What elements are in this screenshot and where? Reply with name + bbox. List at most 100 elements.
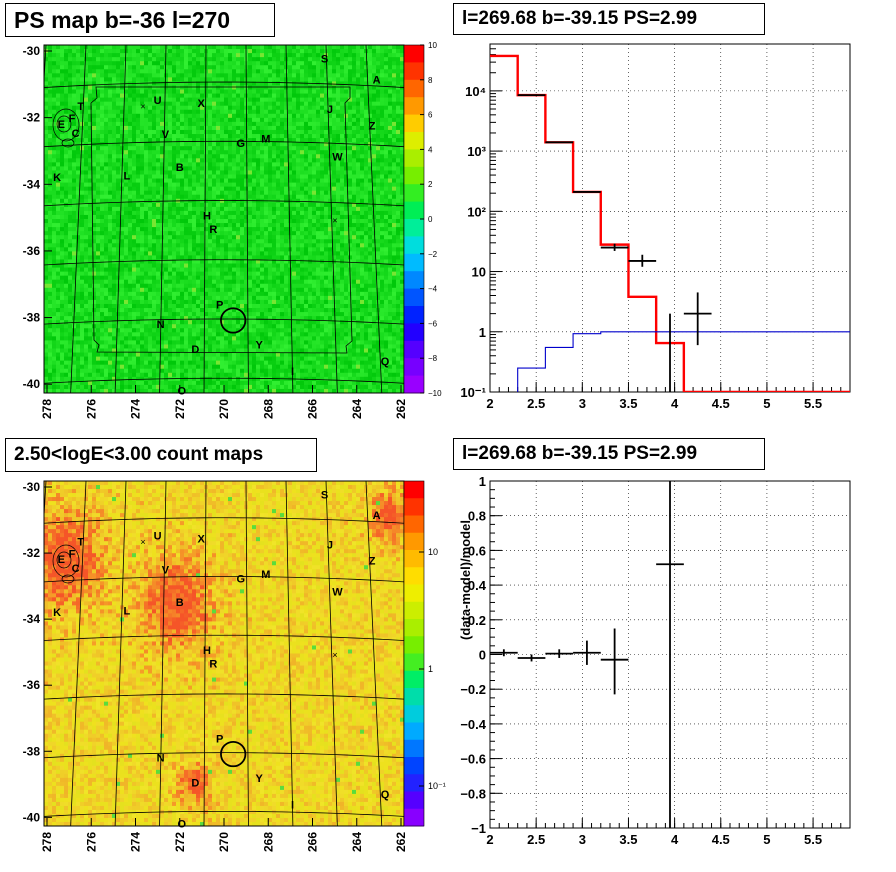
parallel-line xyxy=(44,377,404,384)
source-label: J xyxy=(327,104,333,116)
source-label: Q xyxy=(381,789,390,801)
y-tick-label: -32 xyxy=(23,546,41,560)
y-tick-label: 0 xyxy=(479,648,486,663)
target-circle xyxy=(220,740,247,768)
source-label: P xyxy=(216,733,223,745)
colorbar-tick-label: 10 xyxy=(428,41,437,50)
colorbar-cell xyxy=(404,584,424,603)
contour-outer xyxy=(52,544,80,578)
data-points xyxy=(517,94,712,392)
x-tick-label: 268 xyxy=(261,832,275,852)
contour-inner xyxy=(56,551,72,569)
source-label: I xyxy=(291,799,294,811)
colorbar-cell xyxy=(404,636,424,654)
source-label: A xyxy=(373,74,381,86)
colorbar-cell xyxy=(404,323,424,342)
source-label: D xyxy=(191,777,199,789)
source-label: G xyxy=(236,573,245,585)
x-tick-label: 2 xyxy=(486,396,493,411)
meridian-line xyxy=(159,481,167,826)
source-label: K xyxy=(53,172,61,184)
colorbar-tick-label: 10⁻¹ xyxy=(428,781,446,791)
y-tick-label: -40 xyxy=(23,810,41,824)
count-map-pixels xyxy=(44,481,404,826)
y-tick-label: -38 xyxy=(23,311,41,325)
y-tick-label: -38 xyxy=(23,744,41,758)
source-label: S xyxy=(321,490,328,502)
y-tick-label: 10² xyxy=(467,204,486,219)
y-tick-label: -34 xyxy=(23,177,41,191)
meridian-line xyxy=(70,45,87,393)
colorbar-cell xyxy=(404,184,424,203)
x-tick-label: 2.5 xyxy=(527,832,545,847)
colorbar-cell xyxy=(404,149,424,168)
parallel-line xyxy=(44,810,404,817)
y-tick-label: 10³ xyxy=(467,144,486,159)
y-tick-label: -36 xyxy=(23,244,41,258)
parallel-line xyxy=(44,693,404,700)
source-label: S xyxy=(321,54,328,66)
source-label: T xyxy=(77,101,84,113)
source-label: E xyxy=(58,119,65,131)
y-tick-label: −0.4 xyxy=(460,717,486,732)
y-tick-label: -30 xyxy=(23,480,41,494)
contour-outer xyxy=(52,108,80,142)
colorbar-cell xyxy=(404,132,424,150)
colorbar-cell xyxy=(404,45,424,63)
colorbar-cell xyxy=(404,375,424,394)
source-label: X xyxy=(198,98,206,110)
meridian-line xyxy=(114,45,127,393)
residual-title: l=269.68 b=-39.15 PS=2.99 xyxy=(453,438,765,470)
parallel-line xyxy=(44,576,404,583)
source-label: M xyxy=(261,134,270,146)
meridian-line xyxy=(325,481,338,826)
meridian-line xyxy=(325,45,338,393)
source-label: H xyxy=(203,211,211,223)
source-label: M xyxy=(261,569,270,581)
source-label: N xyxy=(157,752,165,764)
y-tick-label: 10⁴ xyxy=(465,84,486,99)
source-label: N xyxy=(157,319,165,331)
source-label: H xyxy=(203,645,211,657)
source-label: P xyxy=(216,300,223,312)
meridian-line xyxy=(245,45,249,393)
source-label: C xyxy=(72,563,80,575)
colorbar-cell xyxy=(404,705,424,723)
meridian-line xyxy=(285,481,294,826)
parallel-line xyxy=(44,259,404,266)
source-label: D xyxy=(191,344,199,356)
x-tick-label: 278 xyxy=(40,399,54,419)
contour-small xyxy=(61,138,75,148)
x-tick-label: 5 xyxy=(763,832,770,847)
x-tick-label: 5.5 xyxy=(804,396,822,411)
meridian-line xyxy=(245,481,249,826)
colorbar-cell xyxy=(404,653,424,672)
y-tick-label: 1 xyxy=(479,325,486,340)
source-label: K xyxy=(53,607,61,619)
y-tick-label: 0.8 xyxy=(468,509,486,524)
colorbar-cell xyxy=(404,791,424,810)
source-label: F xyxy=(69,113,76,125)
x-tick-label: 276 xyxy=(84,399,98,419)
colorbar-tick-label: 6 xyxy=(428,111,433,120)
source-label: G xyxy=(236,138,245,150)
residual-points xyxy=(490,481,684,828)
meridian-line xyxy=(159,45,167,393)
colorbar-tick-label: 4 xyxy=(428,145,433,154)
contour-small xyxy=(61,574,75,584)
colorbar-cell xyxy=(404,688,424,706)
source-label: E xyxy=(58,554,65,566)
x-tick-label: 278 xyxy=(40,832,54,852)
cross-mark: × xyxy=(140,537,145,547)
colorbar-cell xyxy=(404,271,424,290)
source-label: B xyxy=(176,162,184,174)
colorbar-cell xyxy=(404,567,424,585)
x-tick-label: 262 xyxy=(394,399,408,419)
source-label: V xyxy=(162,564,170,576)
colorbar-cell xyxy=(404,498,424,516)
colorbar-tick-label: −6 xyxy=(428,319,438,328)
x-tick-label: 272 xyxy=(173,399,187,419)
x-tick-label: 4.5 xyxy=(712,832,730,847)
